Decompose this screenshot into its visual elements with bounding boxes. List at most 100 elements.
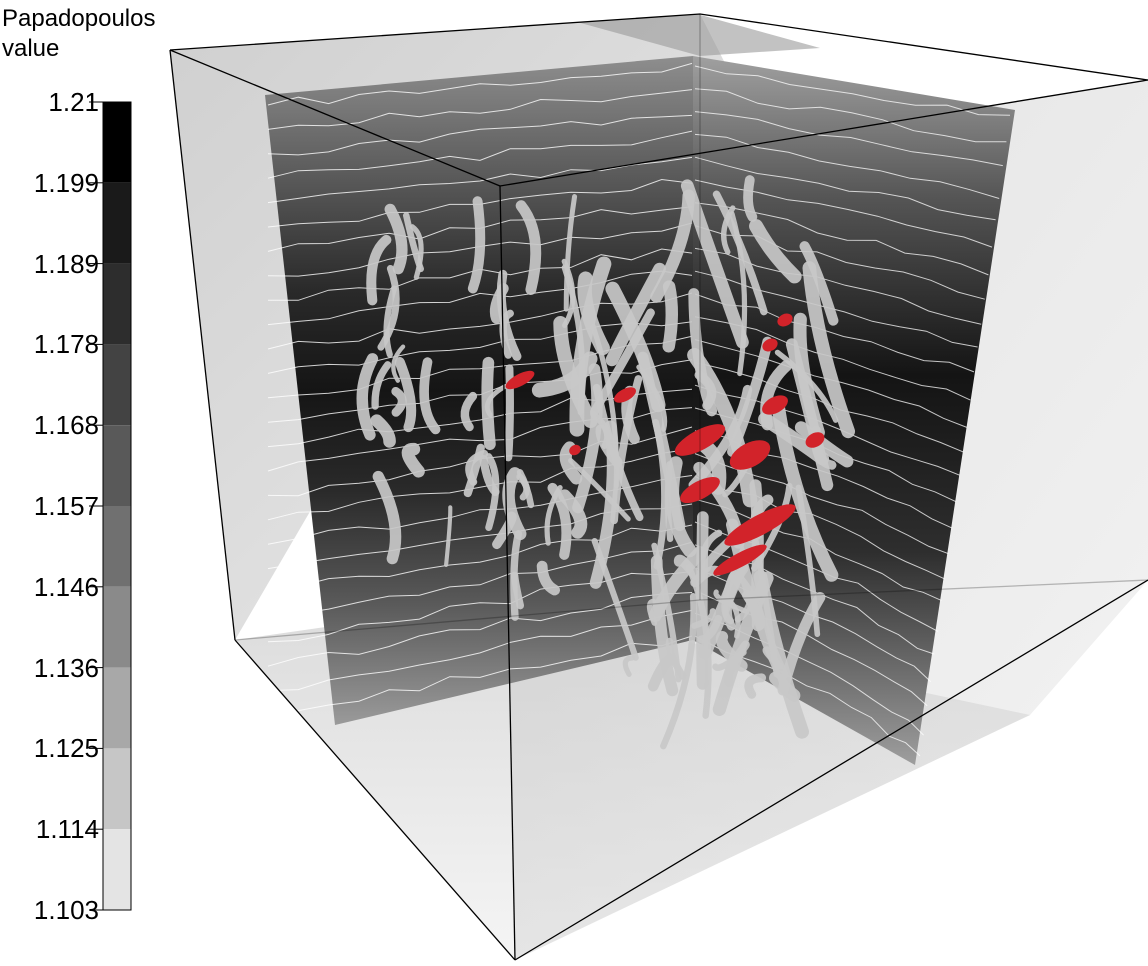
- legend-swatch: [103, 748, 131, 830]
- legend-swatch: [103, 586, 131, 668]
- isosurface-gray: [636, 364, 668, 432]
- isosurface-gray: [485, 453, 500, 532]
- isosurface-gray: [516, 473, 530, 501]
- isosurface-gray: [753, 570, 809, 739]
- isosurface-gray: [622, 655, 635, 677]
- isosurface-gray: [688, 384, 753, 490]
- isosurface-gray: [744, 673, 767, 699]
- contour-line: [694, 133, 1000, 199]
- isosurface-red: [777, 313, 793, 327]
- isosurfaces: [356, 175, 856, 750]
- contour-line: [267, 592, 693, 667]
- contour-line: [267, 89, 693, 130]
- legend-tick-label: 1.21: [48, 87, 99, 117]
- isosurface-gray: [401, 442, 425, 478]
- contour-line: [267, 524, 693, 594]
- legend-swatch: [103, 425, 131, 506]
- isosurface-gray: [481, 356, 496, 451]
- legend-tick-label: 1.103: [33, 895, 99, 925]
- isosurface-gray: [569, 256, 612, 437]
- isosurface-gray: [515, 200, 542, 295]
- contour-line: [694, 111, 1003, 167]
- legend-swatch: [103, 102, 131, 183]
- legend-tick-label: 1.114: [35, 814, 99, 845]
- isosurface-gray: [536, 560, 561, 596]
- contour-line: [694, 339, 967, 428]
- isosurface-gray: [646, 598, 658, 626]
- contour-line: [267, 270, 693, 326]
- contour-line: [694, 156, 996, 221]
- isosurface-gray: [721, 573, 736, 625]
- isosurface-gray: [762, 646, 784, 670]
- isosurface-gray: [372, 470, 402, 565]
- isosurface-gray: [553, 315, 598, 429]
- isosurface-gray: [749, 219, 802, 284]
- contour-line: [267, 635, 693, 716]
- isosurface-gray: [743, 175, 758, 222]
- legend-swatch: [103, 263, 131, 345]
- isosurface-red: [713, 544, 767, 576]
- isosurface-gray: [544, 485, 563, 546]
- isosurface-gray: [384, 203, 408, 275]
- isosurface-gray: [802, 261, 856, 439]
- isosurface-gray: [502, 467, 527, 541]
- legend-tick-label: 1.189: [33, 248, 99, 279]
- legend-title-line2: value: [2, 35, 60, 62]
- contour-line: [694, 65, 1011, 116]
- isosurface-red: [724, 504, 796, 546]
- legend-swatch: [103, 182, 131, 264]
- isosurface-gray: [673, 554, 700, 580]
- legend-title-line1: Papadopoulos: [2, 5, 156, 32]
- isosurface-gray: [383, 285, 398, 358]
- isosurface-gray: [697, 614, 723, 644]
- isosurface-gray: [799, 241, 839, 326]
- isosurface-gray: [568, 458, 631, 522]
- isosurface-gray: [650, 189, 695, 303]
- isosurface-gray: [504, 364, 514, 462]
- legend-swatch: [103, 506, 131, 587]
- isosurface-red: [614, 387, 636, 403]
- legend-tick-label: 1.199: [33, 167, 99, 198]
- isosurface-gray: [662, 280, 678, 353]
- isosurface-gray: [647, 654, 676, 692]
- isosurface-gray: [769, 671, 801, 702]
- isosurface-red: [805, 432, 825, 448]
- isosurface-gray: [774, 349, 839, 423]
- isosurface-gray: [794, 421, 854, 468]
- isosurface-red: [762, 338, 778, 352]
- contour-line: [267, 407, 693, 472]
- contour-line: [694, 498, 942, 602]
- isosurface-gray: [563, 194, 578, 312]
- isosurface-gray: [370, 414, 396, 448]
- contour-line: [267, 62, 693, 106]
- contour-line: [267, 130, 693, 179]
- isosurface-gray: [723, 640, 750, 687]
- isosurface-gray: [371, 361, 392, 410]
- slice-plane-y: [693, 56, 1015, 765]
- isosurface-gray: [366, 234, 392, 306]
- isosurface-gray: [572, 363, 603, 514]
- contour-line: [267, 541, 693, 618]
- isosurface-gray: [793, 312, 825, 440]
- isosurface-gray: [558, 489, 588, 539]
- legend-tick-label: 1.136: [33, 652, 99, 683]
- isosurface-gray: [742, 590, 766, 630]
- isosurface-gray: [460, 391, 478, 432]
- contour-line: [267, 571, 693, 643]
- isosurface-red: [505, 370, 535, 390]
- isosurface-gray: [391, 386, 407, 417]
- contour-line: [267, 156, 693, 204]
- isosurface-gray: [510, 530, 523, 621]
- isosurface-gray: [691, 608, 716, 629]
- isosurface-red: [680, 476, 720, 504]
- isosurface-gray: [712, 190, 768, 316]
- contour-line: [267, 475, 693, 545]
- isosurface-gray: [531, 351, 598, 398]
- legend-tick-label: 1.146: [33, 571, 99, 602]
- legend-tick-label: 1.178: [33, 329, 99, 360]
- slice-plane-top: [577, 14, 820, 56]
- isosurface-gray: [391, 344, 406, 383]
- isosurface-gray: [394, 357, 417, 433]
